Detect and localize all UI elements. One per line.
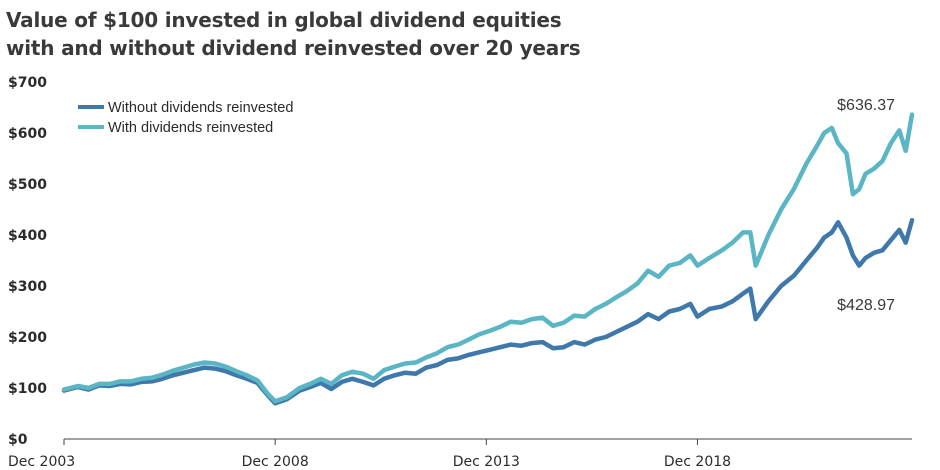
end-value-label-without: $428.97 xyxy=(837,297,895,314)
series-line-without-dividends xyxy=(61,217,915,406)
y-tick-label: $100 xyxy=(8,381,47,397)
x-tick-label: Dec 2008 xyxy=(242,454,309,470)
x-tick-label: Dec 2003 xyxy=(8,454,75,470)
end-value-labels: $636.37 $428.97 xyxy=(837,97,895,314)
y-tick-label: $500 xyxy=(8,177,47,193)
legend-label: With dividends reinvested xyxy=(108,120,273,136)
y-tick-label: $700 xyxy=(8,75,47,91)
y-axis: $0 $100 $200 $300 $400 $500 $600 $700 xyxy=(8,75,47,448)
y-tick-label: $0 xyxy=(8,432,28,448)
y-tick-label: $400 xyxy=(8,228,47,244)
y-tick-label: $600 xyxy=(8,126,47,142)
x-tick-label: Dec 2013 xyxy=(453,454,520,470)
y-tick-label: $300 xyxy=(8,279,47,295)
end-value-label-with: $636.37 xyxy=(837,97,895,114)
chart-title-line-1: Value of $100 invested in global dividen… xyxy=(6,8,562,32)
legend-label: Without dividends reinvested xyxy=(108,100,293,116)
y-tick-label: $200 xyxy=(8,330,47,346)
series-layer xyxy=(61,112,915,406)
series-line-with-dividends xyxy=(61,112,915,404)
legend: Without dividends reinvested With dividen… xyxy=(78,100,293,136)
x-tick-label: Dec 2018 xyxy=(664,454,731,470)
x-axis: Dec 2003 Dec 2008 Dec 2013 Dec 2018 xyxy=(8,439,731,470)
chart-title-line-2: with and without dividend reinvested ove… xyxy=(6,36,581,60)
chart-title: Value of $100 invested in global dividen… xyxy=(6,6,581,62)
